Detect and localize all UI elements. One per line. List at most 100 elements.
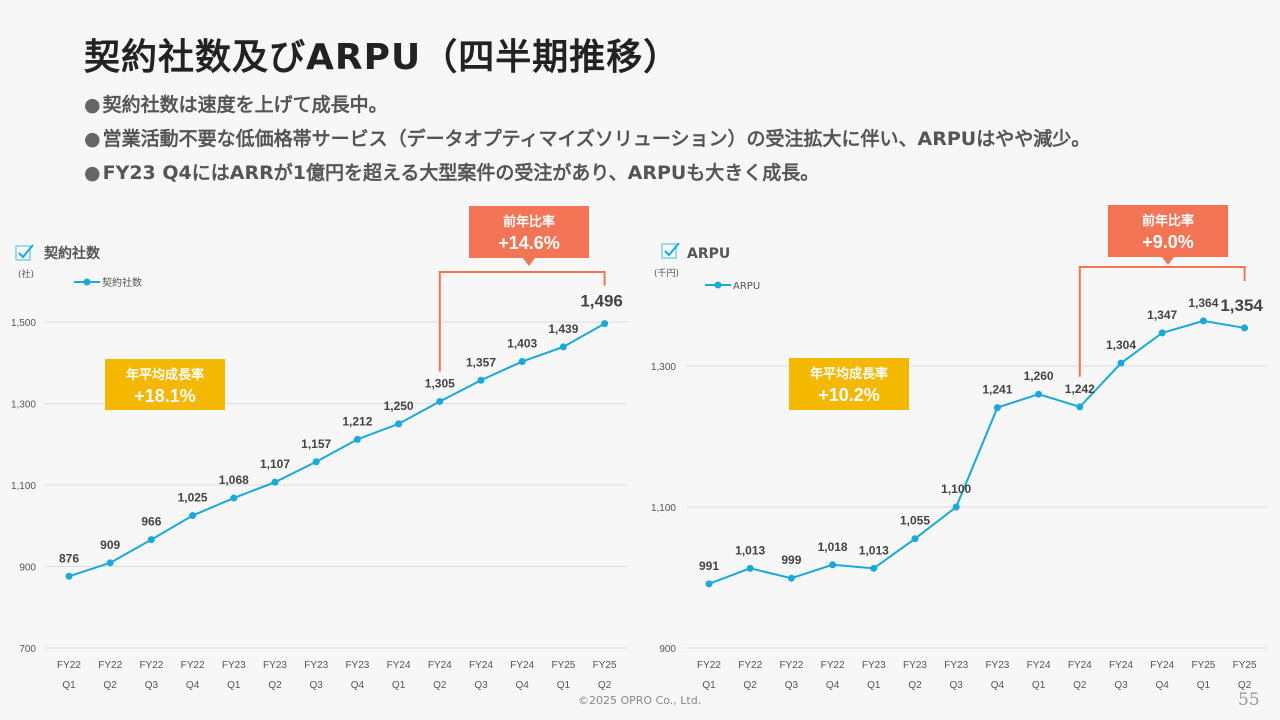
cagr-callout-value: +18.1% bbox=[134, 386, 196, 406]
data-point bbox=[787, 574, 795, 582]
x-tick-label-fy: FY22 bbox=[697, 660, 721, 671]
x-tick-label-fy: FY24 bbox=[1109, 660, 1133, 671]
bullet-text: 契約社数は速度を上げて成長中。 bbox=[102, 94, 388, 116]
x-tick-label-q: Q3 bbox=[474, 680, 488, 691]
yoy-bracket bbox=[1078, 266, 1246, 377]
data-label: 1,347 bbox=[1147, 308, 1177, 322]
x-tick-label-fy: FY23 bbox=[345, 660, 369, 671]
cagr-callout-box bbox=[105, 359, 225, 410]
x-tick-label-q: Q3 bbox=[145, 680, 159, 691]
y-tick-label: 900 bbox=[659, 644, 676, 655]
data-point bbox=[1117, 359, 1125, 367]
x-tick-label-fy: FY24 bbox=[1150, 660, 1174, 671]
x-tick-label-q: Q1 bbox=[392, 680, 406, 691]
data-point bbox=[952, 503, 960, 511]
data-label: 966 bbox=[141, 515, 161, 529]
data-point bbox=[911, 535, 919, 543]
data-label: 1,403 bbox=[507, 337, 537, 351]
x-tick-label-q: Q2 bbox=[1073, 680, 1087, 691]
data-label: 1,364 bbox=[1188, 296, 1218, 310]
y-tick-label: 1,300 bbox=[11, 400, 36, 411]
x-tick-label-fy: FY25 bbox=[1191, 660, 1215, 671]
x-tick-label-fy: FY22 bbox=[98, 660, 122, 671]
data-label: 1,250 bbox=[384, 399, 414, 413]
x-tick-label-q: Q2 bbox=[744, 680, 758, 691]
x-tick-label-fy: FY24 bbox=[1068, 660, 1092, 671]
yoy-callout-box bbox=[1108, 205, 1228, 257]
x-tick-label-q: Q4 bbox=[351, 680, 365, 691]
data-label: 1,439 bbox=[548, 322, 578, 336]
x-tick-label-q: Q1 bbox=[702, 680, 716, 691]
x-tick-label-q: Q4 bbox=[186, 680, 200, 691]
x-tick-label-fy: FY24 bbox=[387, 660, 411, 671]
data-label: 1,100 bbox=[941, 482, 971, 496]
data-label: 1,018 bbox=[818, 540, 848, 554]
legend-marker bbox=[714, 281, 722, 289]
data-point bbox=[1199, 317, 1207, 325]
data-point bbox=[1158, 329, 1166, 337]
x-tick-label-q: Q3 bbox=[1114, 680, 1128, 691]
series-line bbox=[708, 319, 1245, 585]
data-point bbox=[1076, 403, 1084, 411]
data-label: 1,013 bbox=[735, 543, 765, 557]
y-tick-label: 700 bbox=[19, 644, 36, 655]
chart-unit-label: (千円) bbox=[654, 268, 679, 279]
x-tick-label-q: Q1 bbox=[1197, 680, 1211, 691]
data-point bbox=[436, 397, 444, 405]
x-tick-label-q: Q4 bbox=[991, 680, 1005, 691]
bullet-item: ● 契約社数は速度を上げて成長中。 bbox=[84, 92, 1090, 126]
data-point bbox=[1241, 324, 1249, 332]
x-tick-label-q: Q1 bbox=[557, 680, 571, 691]
x-tick-label-q: Q3 bbox=[950, 680, 964, 691]
x-tick-label-fy: FY24 bbox=[469, 660, 493, 671]
chart-title: ARPU bbox=[687, 246, 730, 262]
y-tick-label: 900 bbox=[19, 563, 36, 574]
x-tick-label-fy: FY22 bbox=[779, 660, 803, 671]
data-label: 1,357 bbox=[466, 355, 496, 369]
data-point bbox=[746, 564, 754, 572]
chart-title: 契約社数 bbox=[43, 245, 101, 262]
x-tick-label-fy: FY23 bbox=[862, 660, 886, 671]
cagr-callout-label: 年平均成長率 bbox=[126, 367, 204, 383]
data-point bbox=[705, 580, 713, 588]
data-label: 1,212 bbox=[342, 414, 372, 428]
x-tick-label-fy: FY23 bbox=[903, 660, 927, 671]
data-label: 1,242 bbox=[1065, 382, 1095, 396]
y-tick-label: 1,500 bbox=[11, 318, 36, 329]
yoy-bracket bbox=[438, 271, 606, 372]
data-label: 991 bbox=[699, 559, 719, 573]
x-tick-label-q: Q1 bbox=[1032, 680, 1046, 691]
bullet-dot: ● bbox=[84, 128, 101, 150]
y-tick-label: 1,300 bbox=[651, 362, 676, 373]
x-tick-label-q: Q2 bbox=[104, 680, 118, 691]
x-tick-label-q: Q1 bbox=[227, 680, 241, 691]
page-title: 契約社数及びARPU（四半期推移） bbox=[84, 37, 681, 78]
data-label: 1,241 bbox=[982, 383, 1012, 397]
yoy-callout-label: 前年比率 bbox=[503, 214, 555, 230]
x-tick-label-fy: FY24 bbox=[428, 660, 452, 671]
data-label: 1,304 bbox=[1106, 338, 1136, 352]
x-tick-label-fy: FY22 bbox=[139, 660, 163, 671]
yoy-callout-pointer bbox=[523, 258, 535, 266]
data-label: 1,496 bbox=[580, 292, 623, 311]
x-tick-label-fy: FY23 bbox=[222, 660, 246, 671]
data-point bbox=[993, 404, 1001, 412]
bullet-text: FY23 Q4にはARRが1億円を超える大型案件の受注があり、ARPUも大きく成… bbox=[102, 162, 820, 184]
bullet-list: ● 契約社数は速度を上げて成長中。 ● 営業活動不要な低価格帯サービス（データオプテ… bbox=[84, 92, 1090, 194]
data-point bbox=[1035, 390, 1043, 398]
x-tick-label-q: Q3 bbox=[785, 680, 799, 691]
data-point bbox=[477, 376, 485, 384]
data-label: 876 bbox=[59, 551, 79, 565]
bullet-dot: ● bbox=[84, 162, 101, 184]
y-tick-label: 1,100 bbox=[11, 481, 36, 492]
x-tick-label-fy: FY22 bbox=[821, 660, 845, 671]
x-tick-label-fy: FY22 bbox=[181, 660, 205, 671]
x-tick-label-fy: FY22 bbox=[57, 660, 81, 671]
legend-label: ARPU bbox=[733, 281, 760, 292]
data-label: 1,055 bbox=[900, 514, 930, 528]
x-tick-label-q: Q4 bbox=[1156, 680, 1170, 691]
x-tick-label-q: Q2 bbox=[433, 680, 447, 691]
chart-check-icon bbox=[15, 244, 34, 261]
data-label: 1,157 bbox=[301, 437, 331, 451]
x-tick-label-fy: FY24 bbox=[1027, 660, 1051, 671]
